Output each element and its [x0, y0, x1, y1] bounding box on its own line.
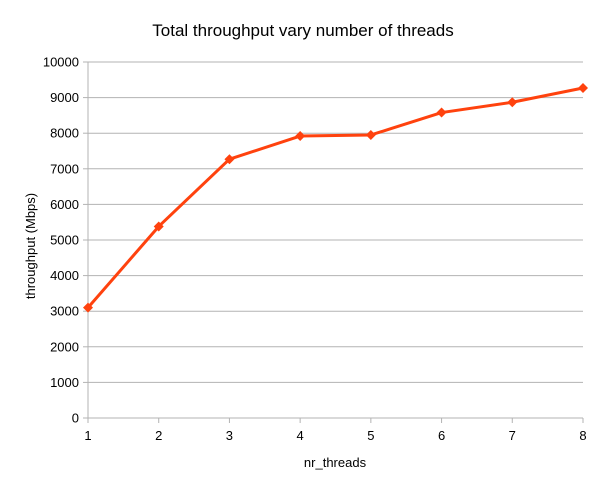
chart-title: Total throughput vary number of threads [152, 21, 453, 40]
y-tick-label: 2000 [50, 339, 79, 354]
x-tick-label: 5 [367, 428, 374, 443]
x-tick-label: 2 [155, 428, 162, 443]
y-tick-label: 9000 [50, 90, 79, 105]
data-point-marker [436, 107, 447, 118]
x-tick-label: 3 [226, 428, 233, 443]
series-line [86, 86, 584, 309]
data-point-marker [365, 129, 376, 140]
x-tick-label: 8 [579, 428, 586, 443]
gridlines [88, 61, 583, 383]
x-tick-label: 7 [509, 428, 516, 443]
data-point-marker [578, 82, 588, 93]
x-tick-label: 6 [438, 428, 445, 443]
y-tick-label: 5000 [50, 233, 79, 248]
data-point-marker [153, 221, 164, 232]
y-tick-label: 1000 [50, 375, 79, 390]
y-tick-label: 3000 [50, 304, 79, 319]
y-tick-label: 0 [72, 411, 79, 426]
y-axis-title: throughput (Mbps) [23, 193, 38, 299]
data-point-marker [295, 131, 306, 142]
y-tick-label: 4000 [50, 268, 79, 283]
series [83, 82, 588, 313]
y-tick-label: 7000 [50, 161, 79, 176]
y-tick-labels: 0 1000 2000 3000 4000 5000 6000 7000 8000 9000 100… [43, 55, 79, 426]
y-tick-label: 6000 [50, 197, 79, 212]
x-axis-title: nr_threads [304, 455, 367, 470]
x-tick-label: 4 [297, 428, 304, 443]
x-tick-label: 1 [84, 428, 91, 443]
data-point-marker [83, 302, 93, 313]
axes [83, 61, 584, 423]
data-point-marker [507, 97, 518, 108]
y-tick-label: 8000 [50, 126, 79, 141]
data-point-marker [224, 154, 235, 165]
y-tick-label: 10000 [43, 55, 79, 70]
x-tick-labels: 1 2 3 4 5 6 7 8 [84, 428, 586, 443]
